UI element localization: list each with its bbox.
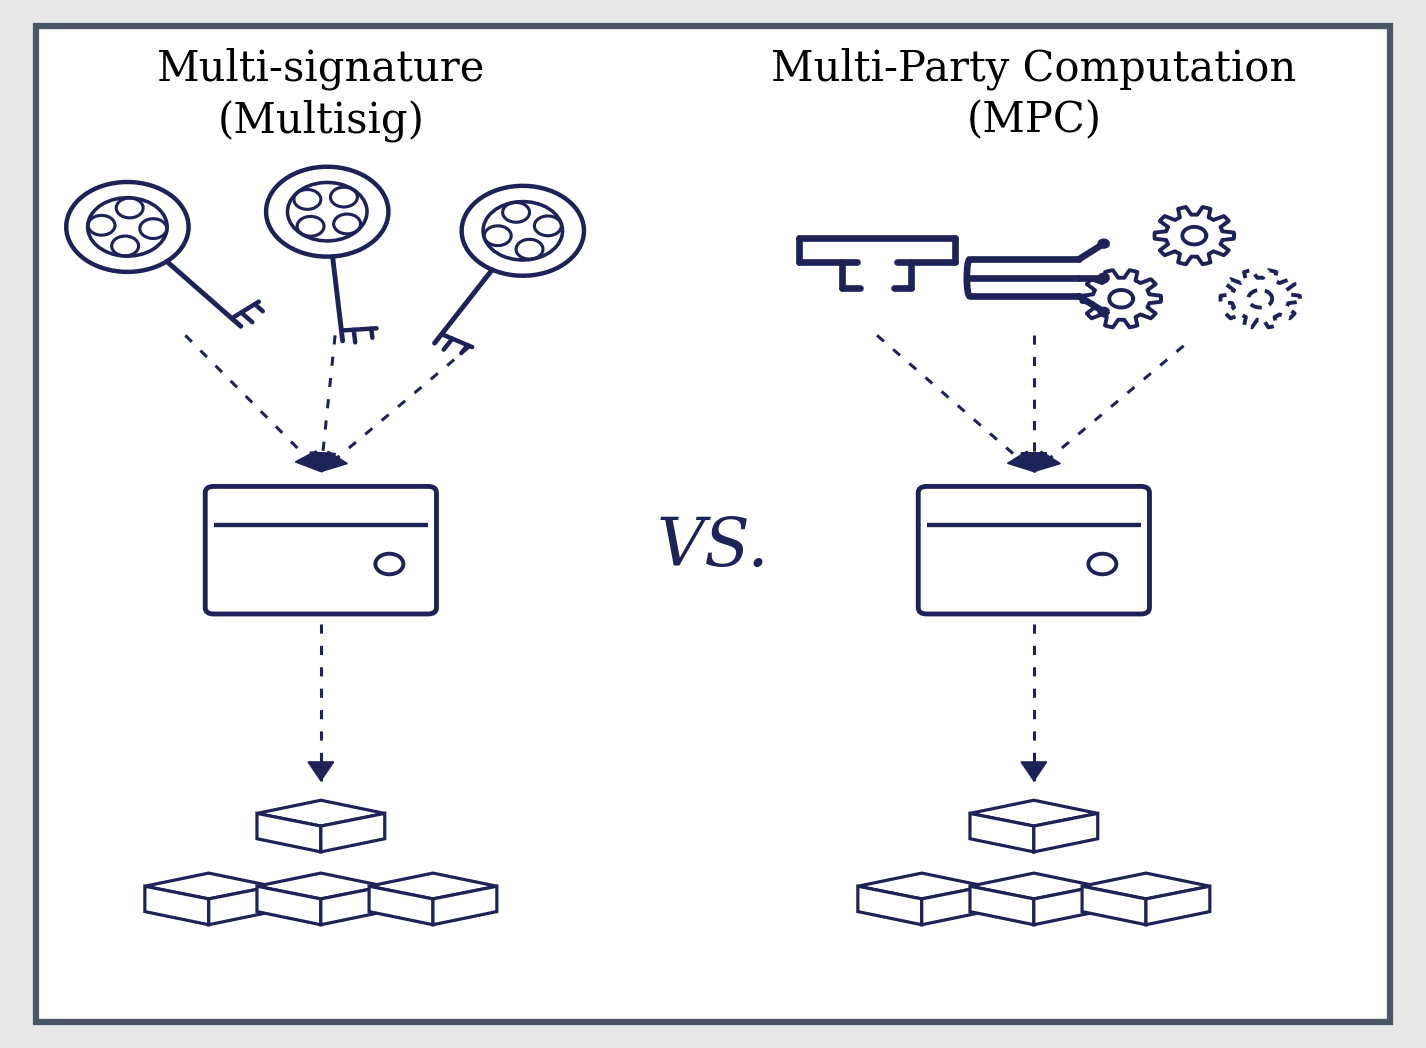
FancyBboxPatch shape (918, 486, 1149, 614)
Polygon shape (858, 873, 985, 899)
Text: VS.: VS. (657, 515, 769, 580)
Circle shape (1088, 553, 1117, 574)
Polygon shape (145, 873, 272, 899)
Circle shape (375, 553, 404, 574)
Polygon shape (921, 887, 985, 924)
Polygon shape (970, 813, 1034, 852)
Polygon shape (257, 801, 385, 826)
Text: Multi-signature
(Multisig): Multi-signature (Multisig) (157, 47, 485, 143)
Polygon shape (295, 451, 321, 472)
Polygon shape (970, 801, 1098, 826)
Polygon shape (257, 813, 321, 852)
Polygon shape (369, 887, 434, 924)
Polygon shape (1021, 762, 1047, 781)
Polygon shape (1021, 453, 1047, 472)
Polygon shape (1082, 873, 1209, 899)
Polygon shape (145, 887, 208, 924)
Polygon shape (1082, 887, 1147, 924)
Polygon shape (309, 452, 335, 472)
Polygon shape (1034, 887, 1098, 924)
Polygon shape (257, 873, 385, 899)
FancyBboxPatch shape (36, 26, 1390, 1022)
Text: Multi-Party Computation
(MPC): Multi-Party Computation (MPC) (771, 47, 1296, 141)
Polygon shape (970, 887, 1034, 924)
Polygon shape (321, 887, 385, 924)
Polygon shape (858, 887, 921, 924)
Polygon shape (970, 873, 1098, 899)
Polygon shape (308, 762, 334, 781)
Polygon shape (321, 813, 385, 852)
Polygon shape (208, 887, 272, 924)
Polygon shape (257, 887, 321, 924)
Polygon shape (434, 887, 496, 924)
Polygon shape (1034, 813, 1098, 852)
Polygon shape (321, 452, 348, 472)
Polygon shape (1034, 452, 1061, 472)
Polygon shape (1147, 887, 1209, 924)
Polygon shape (369, 873, 496, 899)
FancyBboxPatch shape (205, 486, 436, 614)
Polygon shape (1008, 451, 1034, 472)
